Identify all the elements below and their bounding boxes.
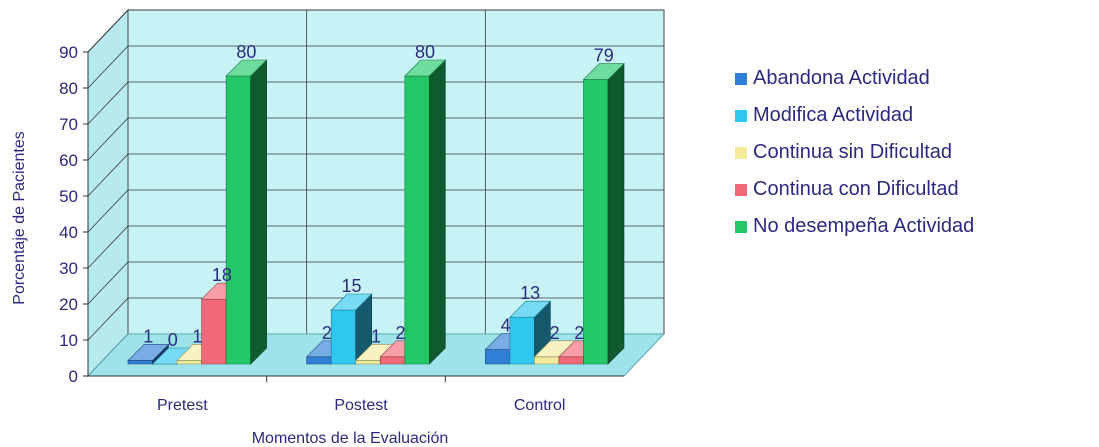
legend-swatch — [735, 183, 747, 196]
x-axis: Pretest Postest Control — [88, 375, 624, 414]
bar-front — [225, 75, 251, 365]
y-tick-label: 70 — [59, 115, 78, 134]
bar-front — [558, 356, 584, 365]
y-tick-label: 90 — [59, 43, 78, 62]
data-label: 15 — [341, 276, 361, 296]
y-tick-label: 30 — [59, 259, 78, 278]
bar-side — [607, 62, 625, 365]
legend-label: No desempeña Actividad — [753, 215, 975, 237]
bar — [404, 59, 447, 365]
legend-item: No desempeña Actividad — [735, 208, 974, 245]
bar-front — [176, 360, 202, 365]
bar-side — [250, 59, 267, 365]
legend-label: Modifica Actividad — [753, 104, 914, 126]
y-tick-label: 20 — [59, 295, 78, 314]
legend-item: Modifica Actividad — [735, 97, 974, 134]
bar-top — [404, 59, 447, 77]
side-wall — [87, 8, 129, 378]
bar-front — [404, 75, 430, 365]
legend-item: Continua con Dificultad — [735, 171, 974, 208]
data-label: 80 — [415, 42, 435, 62]
x-tick-label: Postest — [334, 397, 388, 414]
data-label: 1 — [371, 326, 381, 346]
data-label: 4 — [501, 316, 511, 336]
data-label: 1 — [192, 326, 202, 346]
bar-side — [429, 59, 446, 365]
legend-item: Abandona Actividad — [735, 60, 974, 97]
x-tick-label: Pretest — [157, 397, 208, 414]
data-label: 13 — [520, 283, 540, 303]
bars-group — [127, 59, 625, 365]
x-axis-title: Momentos de la Evaluación — [252, 430, 449, 447]
legend-label: Abandona Actividad — [753, 67, 930, 89]
bar — [330, 293, 373, 365]
data-label: 2 — [396, 323, 406, 343]
legend-item: Continua sin Dificultad — [735, 134, 974, 171]
legend-swatch — [735, 146, 747, 159]
bar-front — [201, 298, 227, 365]
y-tick-label: 80 — [59, 79, 78, 98]
y-tick-label: 40 — [59, 223, 78, 242]
x-tick-label: Control — [514, 397, 566, 414]
chart-walls — [87, 8, 665, 378]
y-tick-label: 0 — [69, 367, 78, 386]
bar-front — [485, 349, 511, 365]
legend-swatch — [735, 220, 747, 233]
data-label: 80 — [236, 42, 256, 62]
bar-top — [509, 300, 552, 318]
bar-top — [225, 59, 268, 77]
bar — [225, 59, 268, 365]
data-label: 1 — [143, 326, 153, 346]
bar-front — [379, 356, 406, 365]
y-tick-label: 10 — [59, 331, 78, 350]
data-label: 2 — [550, 323, 560, 343]
y-axis-title: Porcentaje de Pacientes — [11, 131, 28, 304]
data-label: 18 — [212, 265, 232, 285]
bar-top — [127, 344, 170, 361]
bar-front — [534, 356, 560, 365]
legend: Abandona Actividad Modifica Actividad Cont… — [735, 60, 974, 245]
legend-swatch — [735, 109, 747, 122]
bar-front — [127, 360, 153, 365]
legend-swatch — [735, 72, 747, 85]
data-label: 2 — [574, 323, 584, 343]
data-label: 79 — [594, 46, 614, 66]
legend-label: Continua con Dificultad — [753, 178, 959, 200]
data-label: 2 — [322, 323, 332, 343]
bar-front — [509, 316, 535, 365]
y-tick-label: 50 — [59, 187, 78, 206]
bar-front — [306, 356, 332, 365]
bar-front — [355, 360, 381, 365]
bar-front — [330, 309, 357, 365]
bar — [582, 62, 625, 365]
data-label: 0 — [168, 330, 178, 350]
bar-top — [330, 293, 373, 311]
bar — [127, 343, 170, 365]
bar — [509, 300, 552, 365]
bar-top — [582, 63, 625, 80]
legend-label: Continua sin Dificultad — [753, 141, 952, 163]
y-axis: 0 10 20 30 40 50 60 70 80 90 — [59, 43, 89, 386]
y-tick-label: 60 — [59, 151, 78, 170]
bar-front — [583, 79, 609, 365]
